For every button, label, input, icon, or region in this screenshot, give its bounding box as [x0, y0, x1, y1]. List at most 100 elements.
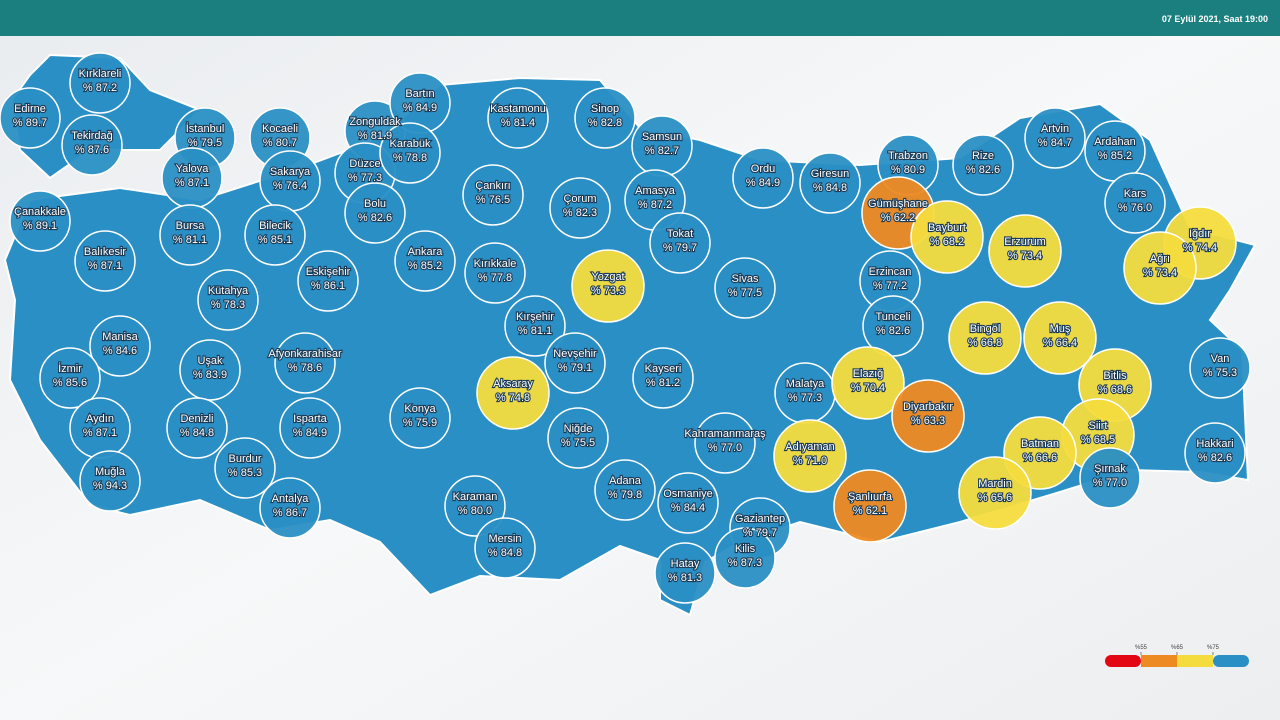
province-value: % 68.5 [1081, 434, 1115, 446]
province-name: Erzincan [869, 266, 912, 278]
province-name: Manisa [102, 331, 138, 343]
province-area [654, 542, 716, 604]
province-name: Tunceli [875, 311, 910, 323]
province-name: Bursa [176, 220, 206, 232]
province-value: % 80.0 [458, 505, 492, 517]
province-area [379, 122, 441, 184]
province-value: % 84.8 [488, 547, 522, 559]
province-value: % 77.0 [1093, 477, 1127, 489]
province-name: Iğdır [1189, 228, 1211, 240]
province-name: Kütahya [208, 285, 249, 297]
province-value: % 85.2 [1098, 150, 1132, 162]
province-name: Muğla [95, 466, 126, 478]
province-name: Afyonkarahisar [268, 348, 342, 360]
province-name: Adana [609, 475, 642, 487]
province-value: % 84.9 [403, 102, 437, 114]
province-value: % 85.1 [258, 234, 292, 246]
province-value: % 89.1 [23, 220, 57, 232]
province-value: % 74.4 [1183, 242, 1217, 254]
province-value: % 85.2 [408, 260, 442, 272]
province-area [389, 387, 451, 449]
province-name: Balıkesir [84, 246, 127, 258]
province-area [833, 469, 907, 543]
province-value: % 79.7 [663, 242, 697, 254]
province-value: % 86.1 [311, 280, 345, 292]
province-area [274, 332, 336, 394]
province-name: Trabzon [888, 150, 928, 162]
province-name: Edirne [14, 103, 46, 115]
province-value: % 76.0 [1118, 202, 1152, 214]
province-name: Ordu [751, 163, 775, 175]
province-area [9, 190, 71, 252]
province-name: Siirt [1089, 420, 1108, 432]
province-name: Kayseri [645, 363, 682, 375]
province-area [1023, 301, 1097, 375]
province-value: % 82.7 [645, 145, 679, 157]
province-name: Çankırı [475, 180, 510, 192]
province-name: Bitlis [1103, 370, 1127, 382]
province-name: Ağrı [1150, 253, 1170, 265]
province-name: Nevşehir [553, 348, 597, 360]
province-value: % 68.6 [1098, 384, 1132, 396]
provinces: Kırklareli % 87.2 Edirne % 89.7 Tekirdağ % 87… [0, 52, 1251, 604]
province-name: Antalya [272, 493, 310, 505]
legend-swatch [1105, 655, 1141, 667]
province-name: Yozgat [591, 271, 624, 283]
province-name: Karabük [390, 138, 431, 150]
province-area [504, 295, 566, 357]
province-name: Şanlıurfa [848, 491, 893, 503]
province-name: Bilecik [259, 220, 291, 232]
province-name: Kırıkkale [474, 258, 517, 270]
province-value: % 87.6 [75, 144, 109, 156]
province-value: % 87.3 [728, 557, 762, 569]
province-area [394, 230, 456, 292]
province-value: % 82.6 [1198, 452, 1232, 464]
province-area [39, 347, 101, 409]
header-date: 07 Eylül 2021, Saat 19:00 [1162, 14, 1268, 24]
province-area [244, 204, 306, 266]
province-name: İzmir [58, 362, 82, 375]
province-name: Bartın [405, 88, 434, 100]
province-area [464, 242, 526, 304]
province-area [214, 437, 276, 499]
province-area [799, 152, 861, 214]
province-area [958, 456, 1032, 530]
province-value: % 82.6 [876, 325, 910, 337]
province-value: % 71.0 [793, 455, 827, 467]
province-name: Aydın [86, 413, 114, 425]
province-name: Hakkari [1196, 438, 1233, 450]
province-area [259, 477, 321, 539]
province-value: % 77.0 [708, 442, 742, 454]
province-value: % 62.1 [853, 505, 887, 517]
province-value: % 80.7 [263, 137, 297, 149]
province-value: % 87.1 [83, 427, 117, 439]
province-value: % 89.7 [13, 117, 47, 129]
province-name: Sakarya [270, 166, 311, 178]
province-area [948, 301, 1022, 375]
province-value: % 81.3 [668, 572, 702, 584]
province-area [632, 347, 694, 409]
province-area [574, 87, 636, 149]
legend: %55 %65 %75 [1105, 645, 1249, 667]
province-value: % 87.1 [88, 260, 122, 272]
province-area [0, 87, 61, 149]
province-value: % 75.9 [403, 417, 437, 429]
province-name: Isparta [293, 413, 328, 425]
province-area [69, 52, 131, 114]
legend-swatch [1213, 655, 1249, 667]
province-area [487, 87, 549, 149]
province-area [61, 114, 123, 176]
legend-label: %65 [1171, 645, 1184, 651]
province-area [714, 257, 776, 319]
province-area [831, 346, 905, 420]
header-bar [0, 0, 1280, 36]
province-area [74, 230, 136, 292]
province-value: % 77.3 [348, 172, 382, 184]
province-value: % 82.8 [588, 117, 622, 129]
province-area [474, 517, 536, 579]
province-value: % 84.4 [671, 502, 705, 514]
province-area [444, 475, 506, 537]
province-value: % 87.1 [175, 177, 209, 189]
province-name: Kırklareli [79, 68, 122, 80]
province-value: % 76.4 [273, 180, 307, 192]
